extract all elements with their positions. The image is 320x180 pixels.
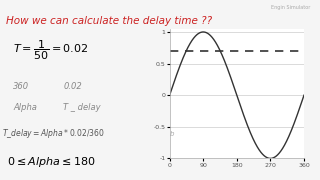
Text: $0 \leq Alpha \leq 180$: $0 \leq Alpha \leq 180$ bbox=[7, 155, 95, 169]
Text: Engin Simulator: Engin Simulator bbox=[271, 5, 310, 10]
Text: b: b bbox=[170, 131, 174, 137]
Text: How we can calculate the delay time ??: How we can calculate the delay time ?? bbox=[6, 16, 212, 26]
Text: 0.02: 0.02 bbox=[63, 82, 82, 91]
Text: $T\_delay = Alpha*0.02 / 360$: $T\_delay = Alpha*0.02 / 360$ bbox=[2, 127, 104, 140]
Text: 360: 360 bbox=[13, 82, 29, 91]
Text: Alpha: Alpha bbox=[13, 103, 37, 112]
Text: T _ delay: T _ delay bbox=[63, 103, 101, 112]
Text: $T = \dfrac{1}{50} = 0.02$: $T = \dfrac{1}{50} = 0.02$ bbox=[13, 39, 89, 62]
